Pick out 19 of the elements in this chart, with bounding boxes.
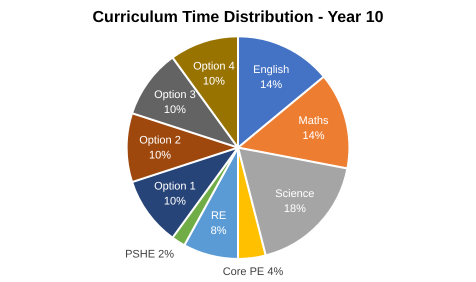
data-label: 10% [164, 195, 186, 208]
data-label: 14% [260, 79, 282, 92]
slice-label: Option 2 [139, 134, 181, 147]
data-label: 10% [164, 104, 186, 116]
slice-label: Option 4 [193, 60, 235, 72]
slice-label: PSHE 2% [125, 248, 174, 260]
data-label: 18% [284, 203, 306, 216]
slice-label: Option 1 [154, 180, 196, 192]
data-label: 10% [202, 75, 226, 88]
data-label: 8% [210, 225, 227, 238]
data-label: 14% [302, 130, 325, 142]
slice-label: Maths [298, 115, 329, 128]
slice-label: Option 3 [154, 88, 196, 101]
slice-label: English [253, 64, 290, 76]
slice-label: Science [275, 188, 314, 200]
slice-label: Core PE 4% [222, 266, 284, 278]
slice-label: RE [210, 210, 226, 222]
chart-title: Curriculum Time Distribution - Year 10 [92, 9, 384, 26]
data-label: 10% [149, 150, 172, 162]
